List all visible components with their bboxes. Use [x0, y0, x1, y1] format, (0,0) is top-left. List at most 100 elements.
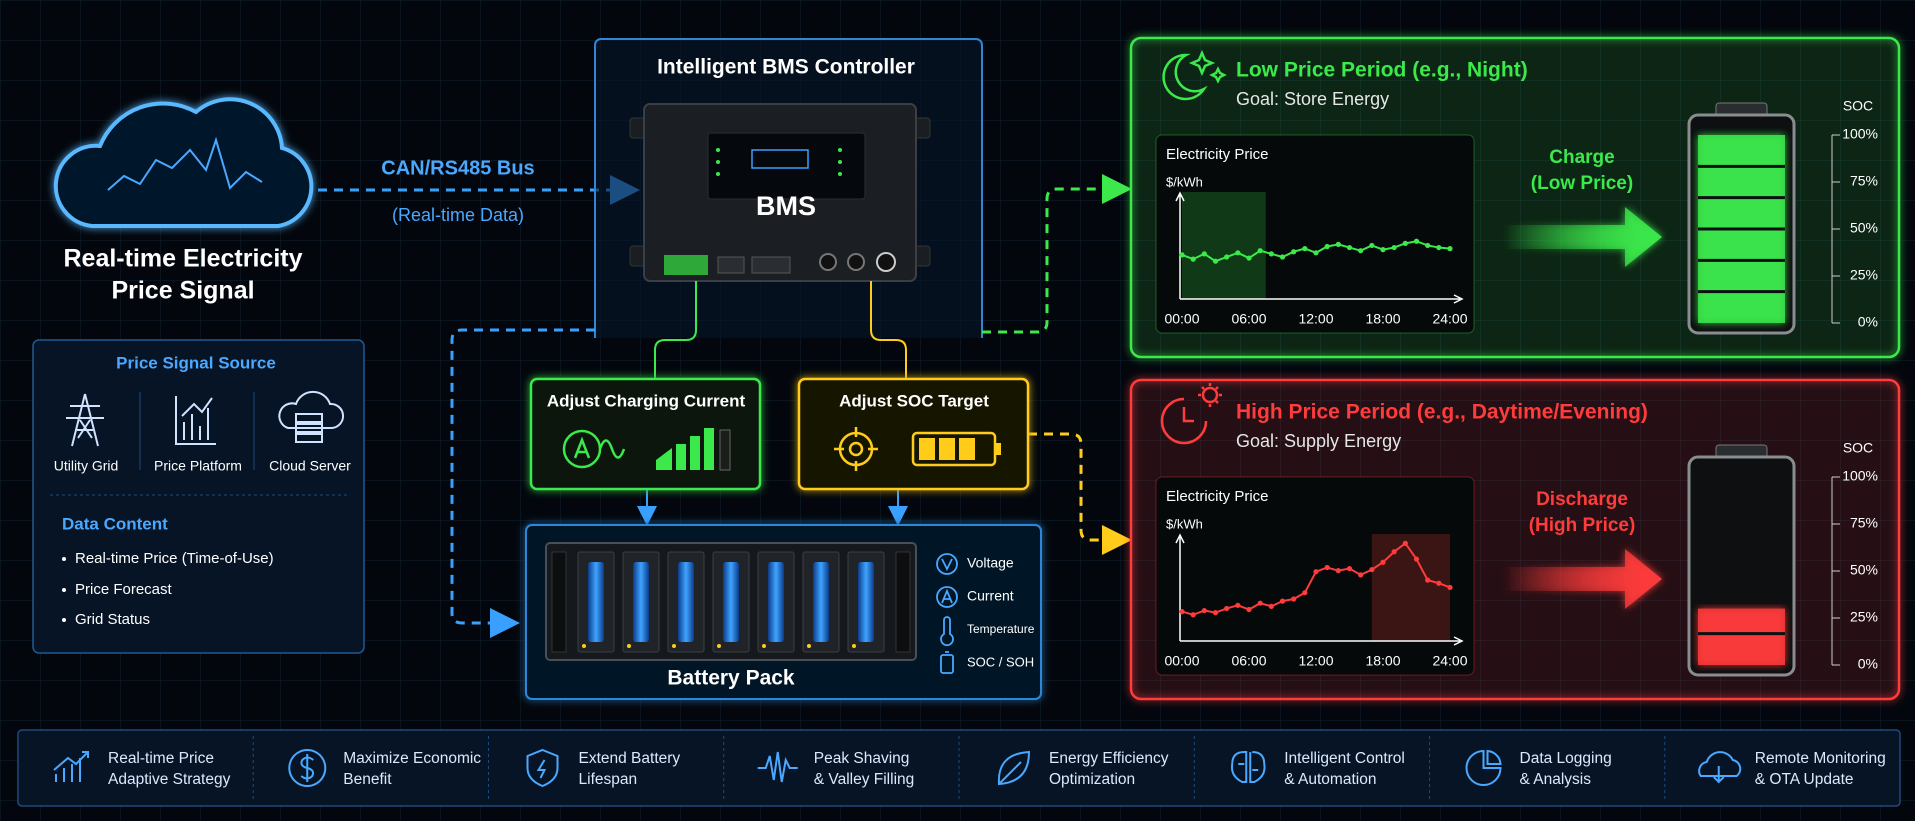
price-point: [1246, 606, 1252, 613]
price-point: [1324, 564, 1330, 571]
level-icon-part: [704, 428, 714, 470]
dashed-link: [450, 328, 595, 638]
action-text: (Low Price): [1531, 173, 1633, 194]
feature-label: Adaptive Strategy: [108, 771, 231, 788]
module-cell: [813, 562, 829, 642]
module-led: [852, 644, 856, 648]
price-point: [1212, 258, 1219, 264]
source-panel: [32, 339, 365, 654]
battery-icon: [911, 431, 1001, 467]
price-point: [1268, 603, 1274, 609]
device-label: BMS: [756, 191, 816, 221]
grid-icon-part: [66, 393, 104, 447]
cloud-icon-part: [53, 97, 314, 228]
price-point: [1257, 248, 1263, 254]
price-point: [1291, 596, 1297, 602]
price-point: [1324, 243, 1330, 250]
connector: [870, 281, 907, 379]
action-label: Adjust Charging Current: [547, 391, 746, 410]
price-point: [1190, 612, 1196, 618]
sensor-icons-part: [941, 588, 953, 604]
content-title: Data Content: [62, 514, 168, 533]
price-point: [1358, 572, 1364, 578]
chart-box: [1155, 476, 1475, 676]
dashed-link: [1028, 432, 1132, 555]
price-point: [1335, 568, 1341, 574]
feature-label: & OTA Update: [1755, 771, 1854, 788]
soc-tick-label: 100%: [1842, 126, 1878, 142]
price-point: [1235, 602, 1241, 608]
price-point: [1190, 256, 1196, 262]
feature-list: Real-time Price Adaptive Strategy Maximize…: [53, 736, 1886, 800]
axis: [1175, 533, 1464, 646]
content-item: Grid Status: [75, 611, 150, 628]
level-icon-part: [676, 444, 686, 470]
action-arrow: [1503, 207, 1662, 267]
price-point: [1224, 605, 1230, 612]
sensor-icons-part: [940, 616, 954, 647]
server-icon: [278, 390, 344, 443]
chart-unit: $/kWh: [1166, 174, 1203, 189]
feature-icon: [1465, 749, 1502, 786]
highlight-band: [1182, 192, 1266, 299]
panel-goal: Goal: Store Energy: [1236, 89, 1389, 109]
bus-note: (Real-time Data): [392, 205, 524, 225]
cloud-icon-part: [107, 136, 263, 191]
dashed-link: [982, 174, 1132, 334]
bullet: [62, 588, 66, 592]
soc-tick-label: 25%: [1850, 267, 1878, 283]
soc-label: SOC: [1843, 440, 1873, 456]
price-point: [1246, 255, 1252, 261]
price-point: [1447, 584, 1453, 591]
bms-device-part: [876, 252, 896, 272]
level-icon-part: [656, 448, 672, 470]
price-point: [1447, 246, 1453, 252]
feature-label: Real-time Price: [108, 750, 214, 767]
feature-label: & Valley Filling: [814, 771, 915, 788]
module-led: [762, 644, 766, 648]
price-point: [1313, 250, 1319, 256]
feature-icon: [757, 751, 798, 783]
bullet: [62, 618, 66, 622]
feature-label: Energy Efficiency: [1049, 750, 1169, 767]
chart-title: Electricity Price: [1166, 146, 1269, 163]
feature-label: Lifespan: [579, 771, 638, 788]
soc-tick-label: 75%: [1850, 515, 1878, 531]
feature-label: Data Logging: [1520, 750, 1612, 767]
sensor-label: Temperature: [967, 622, 1035, 636]
server-icon-part: [295, 413, 323, 423]
price-point: [1402, 240, 1408, 246]
battery-icon-part: [995, 443, 1001, 455]
module-cell: [768, 562, 784, 642]
axis: [1175, 191, 1464, 304]
server-icon-part: [295, 433, 323, 443]
price-point: [1201, 607, 1207, 614]
level-icon: [656, 428, 731, 471]
clock-icon: [1160, 383, 1222, 445]
grid-icon: [66, 393, 104, 447]
action-label: Adjust SOC Target: [839, 391, 989, 410]
soc-tick-label: 100%: [1842, 468, 1878, 484]
bms-device-part: [819, 253, 837, 271]
feature-label: Benefit: [343, 771, 392, 788]
price-point: [1335, 241, 1341, 247]
sensor-label: Current: [967, 588, 1014, 604]
feature-label: & Automation: [1284, 771, 1376, 788]
feature-label: Maximize Economic: [343, 750, 481, 767]
price-point: [1436, 244, 1442, 251]
feature-label: Optimization: [1049, 771, 1135, 788]
target-icon: [834, 427, 878, 471]
module-cell: [678, 562, 694, 642]
content-item: Real-time Price (Time-of-Use): [75, 550, 274, 567]
price-point: [1380, 247, 1386, 253]
bus-label: CAN/RS485 Bus: [381, 157, 534, 179]
price-point: [1413, 238, 1420, 244]
price-point: [1179, 252, 1185, 258]
x-tick-label: 12:00: [1298, 311, 1333, 327]
price-point: [1235, 250, 1241, 256]
server-icon-part: [278, 390, 344, 429]
sensor-label: SOC / SOH: [967, 654, 1034, 669]
price-point: [1369, 567, 1375, 573]
